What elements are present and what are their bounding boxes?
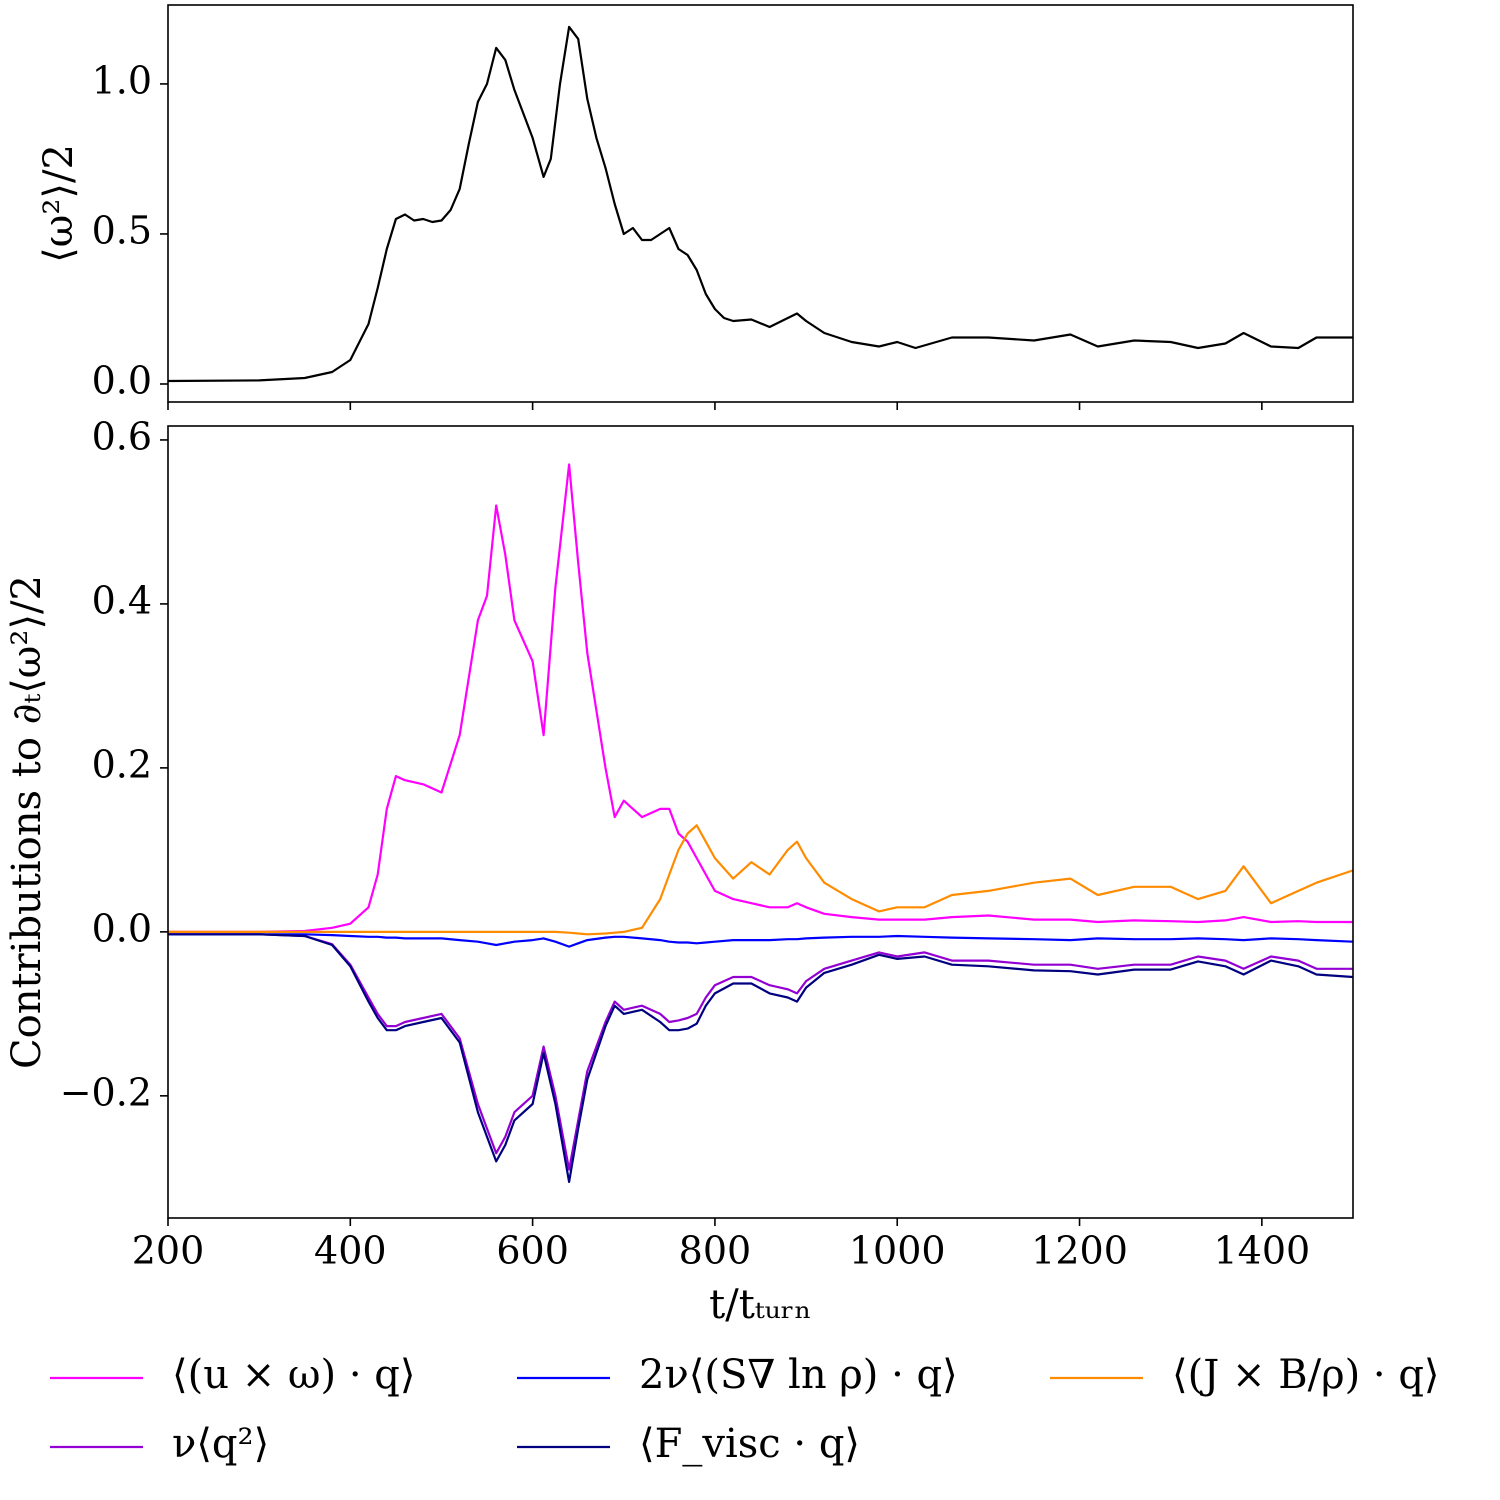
- y-tick-label: 1.0: [92, 58, 152, 102]
- x-tick-label: 200: [132, 1229, 205, 1273]
- x-tick-label: 800: [679, 1229, 752, 1273]
- y-tick-label: 0.4: [92, 578, 152, 622]
- legend-label: 2ν⟨(S∇ ln ρ) · q⟩: [639, 1352, 958, 1398]
- series-line: [168, 933, 1353, 1183]
- legend-label: ⟨(J × B/ρ) · q⟩: [1172, 1352, 1440, 1398]
- y-tick-label: −0.2: [60, 1070, 152, 1114]
- x-tick-label: 1000: [849, 1229, 946, 1273]
- x-tick-label: 400: [314, 1229, 387, 1273]
- x-tick-label: 1200: [1031, 1229, 1128, 1273]
- x-tick-label: 600: [496, 1229, 569, 1273]
- legend-label: ν⟨q²⟩: [172, 1421, 269, 1467]
- y-tick-label: 0.5: [92, 208, 152, 252]
- series-line: [168, 463, 1353, 933]
- y-tick-label: 0.0: [92, 906, 152, 950]
- series-line: [168, 824, 1353, 936]
- y-tick-label: 0.0: [92, 358, 152, 402]
- plot-frame: [167, 4, 1354, 403]
- y-tick-label: 0.2: [92, 742, 152, 786]
- y-tick-label: 0.6: [92, 414, 152, 458]
- y-axis-label: ⟨ω²⟩/2: [36, 144, 82, 263]
- series-line: [168, 933, 1353, 1171]
- legend-label: ⟨(u × ω) · q⟩: [172, 1352, 416, 1398]
- legend-label: ⟨F_visc · q⟩: [639, 1421, 860, 1467]
- series-line: [168, 25, 1353, 383]
- plot-frame: [167, 425, 1354, 1219]
- x-tick-label: 1400: [1213, 1229, 1310, 1273]
- series-line: [168, 933, 1353, 948]
- x-axis-label: t/tₜᵤᵣₙ: [709, 1282, 812, 1328]
- y-axis-label: Contributions to ∂ₜ⟨ω²⟩/2: [4, 575, 50, 1069]
